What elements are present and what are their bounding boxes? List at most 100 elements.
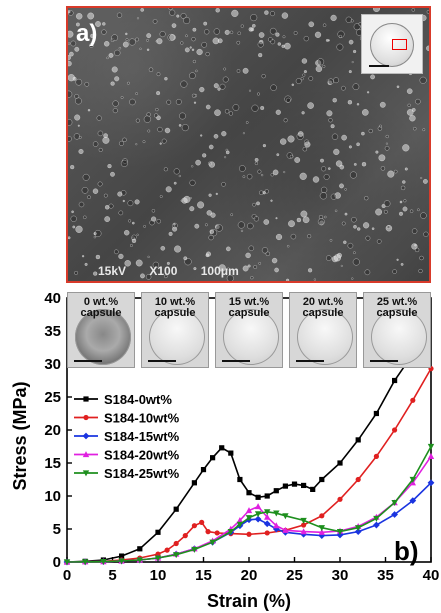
y-tick-label: 35 [44,323,61,340]
sem-particle [318,214,324,220]
sem-particle [131,221,135,225]
sem-particle [314,31,322,38]
sem-particle [135,143,138,146]
sem-particle [136,17,140,20]
sem-particle [253,265,258,269]
sem-particle [110,171,115,177]
data-point [273,522,280,529]
sem-particle [68,74,75,82]
sem-info-bar: 15kV X100 100μm [98,264,259,278]
data-point [254,511,262,518]
sem-particle [339,183,344,189]
sem-particle [303,35,309,42]
sem-particle [184,258,192,266]
sem-particle [175,98,182,105]
sem-particle [406,109,414,116]
sample-photo: 20 wt.% capsule [289,292,357,368]
sem-particle [215,8,220,13]
panel-a-label: a) [76,20,98,47]
data-point [155,529,161,535]
sem-particle [352,83,360,91]
sem-particle [248,89,252,92]
sem-particle [352,258,360,266]
sem-particle [404,167,408,171]
sem-particle [341,221,346,226]
sem-particle [172,226,178,232]
sem-particle [214,109,221,117]
sem-particle [252,202,256,207]
sem-particle [140,8,145,12]
data-point [214,530,220,536]
sem-particle [257,41,264,48]
sem-particle [183,16,191,25]
sample-photo: 25 wt.% capsule [363,292,431,368]
legend-label: S184-10wt% [104,411,180,426]
sem-particle [250,14,258,22]
sem-particle [70,215,77,222]
sem-particle [103,133,108,138]
sem-particle [411,228,418,234]
sem-particle [370,74,376,80]
sem-particle [228,111,234,116]
sem-particle [183,256,188,261]
photo-caption: capsule [376,307,418,319]
sem-particle [253,216,260,222]
sem-particle [236,69,241,73]
photo-wt: 20 wt.% [302,296,344,308]
sem-particle [193,267,197,271]
sem-particle [77,124,80,127]
sem-particle [104,216,111,223]
sem-particle [68,30,74,38]
sem-particle [362,222,370,229]
sem-particle [364,196,369,201]
sem-particle [286,244,290,248]
sem-particle [189,179,196,186]
sem-particle [348,39,354,45]
photo-label: 10 wt.% capsule [142,297,208,319]
sem-particle [353,162,357,166]
sem-particle [68,10,71,14]
data-point [336,529,344,536]
legend-marker [82,451,90,458]
sample-photo: 15 wt.% capsule [215,292,283,368]
sem-particle [285,278,290,281]
sem-particle [214,224,220,230]
sem-particle [272,169,279,176]
y-axis-label: Stress (MPa) [10,381,30,490]
sem-particle [347,242,354,249]
sem-particle [324,215,327,219]
sem-particle [262,143,267,148]
sem-particle [348,145,352,149]
sem-particle [356,142,360,147]
data-point [373,410,379,417]
sem-particle [285,97,291,103]
sem-particle [386,225,391,229]
sem-particle [251,23,256,28]
sem-particle [146,39,149,42]
data-point [191,523,197,529]
sem-particle [247,222,254,230]
data-point [264,493,270,499]
sem-particle [328,118,333,123]
sem-particle [178,174,181,178]
data-point [373,521,380,529]
sem-particle [116,12,123,18]
sem-particle [351,277,354,280]
sem-particle [181,197,188,204]
sem-particle [368,128,373,134]
data-point [209,539,216,546]
sem-particle [176,14,180,18]
sem-particle [104,205,110,210]
sem-particle [191,48,195,52]
sem-particle [217,87,221,91]
sem-particle [229,30,234,34]
data-point [254,503,262,510]
sem-particle [385,134,389,139]
sem-particle [111,66,118,73]
sem-particle [108,203,114,209]
sem-particle [236,40,241,45]
sem-particle [371,227,375,231]
sem-particle [82,173,90,181]
photo-wt: 25 wt.% [376,296,418,308]
y-tick-label: 5 [53,521,61,538]
